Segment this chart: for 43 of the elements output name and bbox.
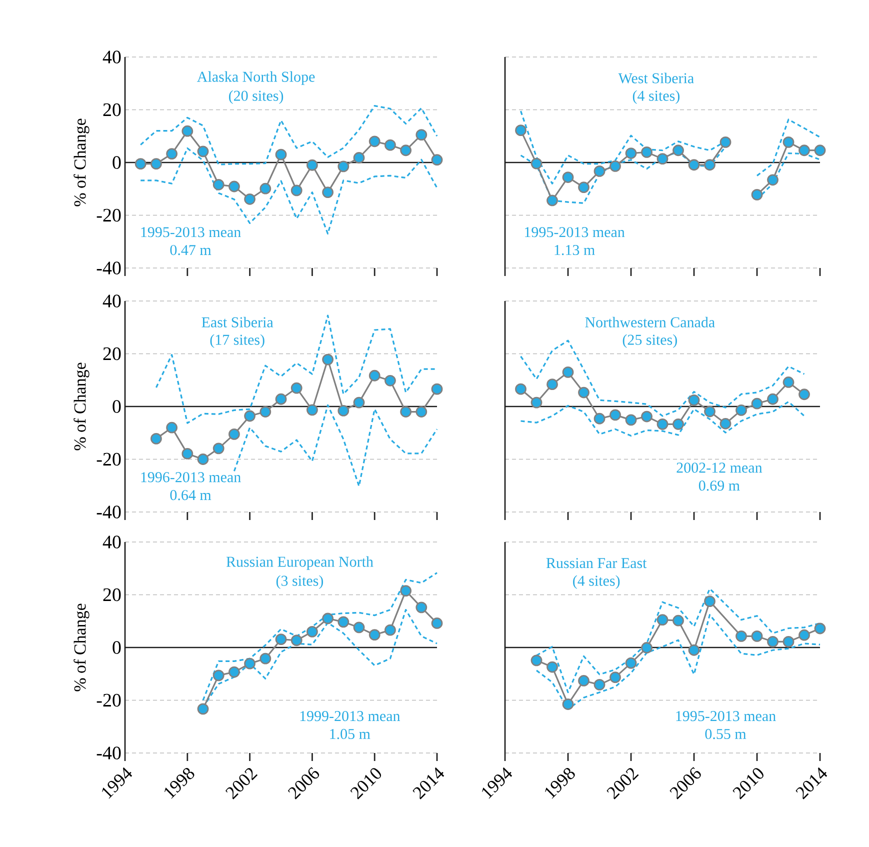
text: Russian Far East (546, 558, 647, 568)
text: East Siberia (202, 316, 274, 328)
text: West Siberia (618, 72, 694, 84)
annotation: 0.47 m (170, 244, 212, 256)
annotation: 0.55 m (705, 728, 746, 740)
y-tick-label: 40 (102, 50, 121, 64)
y-tick-label: 0 (112, 156, 121, 169)
text: (25 sites) (622, 334, 677, 348)
text: Alaska North Slope (197, 71, 315, 85)
annotation: 1.05 m (330, 728, 370, 740)
text: (4 sites) (573, 575, 620, 589)
annotation: 1995-2013 mean (676, 711, 776, 722)
y-tick-label: 20 (103, 588, 121, 602)
y-tick-label: -20 (96, 694, 121, 707)
y-tick-label: 0 (112, 400, 121, 413)
y-axis-title: % of Change (74, 118, 90, 206)
text: (17 sites) (210, 334, 264, 348)
y-tick-label: -20 (96, 208, 121, 222)
y-tick-label: 40 (102, 294, 121, 308)
y-tick-label: -40 (96, 262, 121, 274)
annotation: 1996-2013 mean (141, 472, 241, 482)
text: Russian European North (226, 556, 374, 570)
y-tick-label: 0 (112, 641, 121, 654)
y-tick-label: 40 (102, 536, 121, 548)
y-axis-title: % of Change (74, 362, 90, 450)
text: Northwestern Canada (585, 316, 715, 328)
y-tick-label: -40 (96, 746, 121, 760)
annotation: 1999-2013 mean (300, 711, 400, 722)
text: (4 sites) (632, 90, 680, 104)
annotation: 0.69 m (698, 480, 740, 491)
x-tick-label: 1998 (164, 768, 194, 799)
text: (3 sites) (276, 575, 324, 589)
annotation: 1.13 m (554, 244, 595, 256)
y-tick-label: -40 (96, 506, 121, 518)
annotation: 1995-2013 mean (141, 227, 241, 238)
y-tick-label: 20 (103, 103, 121, 116)
y-axis-title: % of Change (74, 604, 90, 692)
annotation: 0.64 m (170, 490, 212, 500)
y-tick-label: -20 (96, 452, 121, 466)
annotation: 2002-12 mean (676, 462, 762, 473)
annotation: 1995-2013 mean (525, 227, 625, 238)
text: (20 sites) (229, 90, 284, 104)
y-tick-label: 20 (103, 347, 121, 360)
